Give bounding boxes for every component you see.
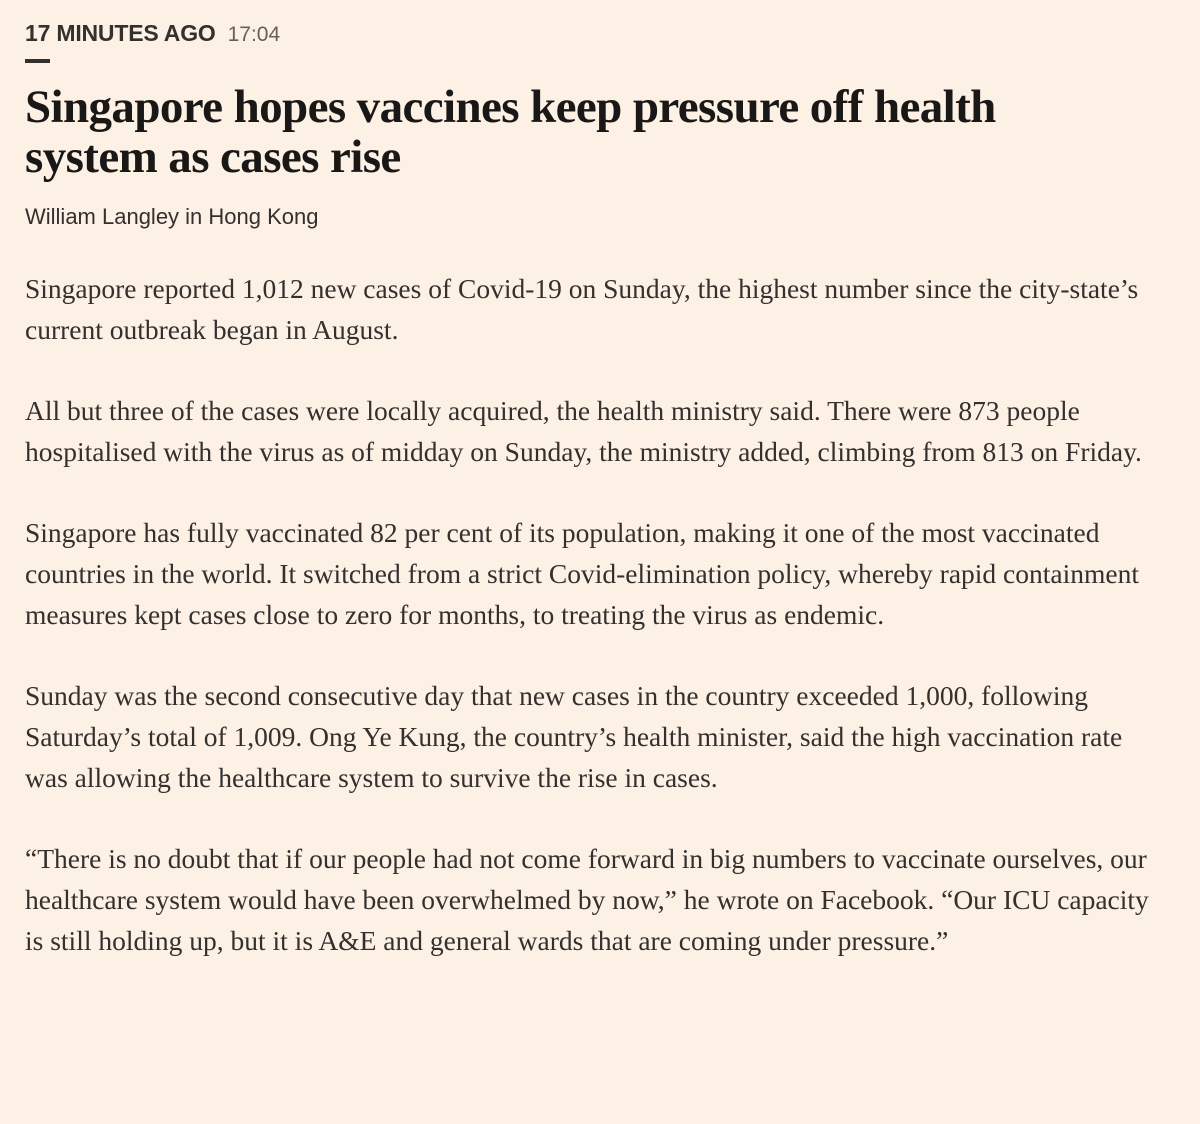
article-meta: 17 MINUTES AGO 17:04: [25, 20, 1160, 48]
paragraph: Singapore reported 1,012 new cases of Co…: [25, 273, 1139, 345]
paragraph: Sunday was the second consecutive day th…: [25, 680, 1123, 793]
article-body: Singapore reported 1,012 new cases of Co…: [25, 268, 1160, 961]
article-byline: William Langley in Hong Kong: [25, 204, 319, 229]
paragraph: Singapore has fully vaccinated 82 per ce…: [25, 517, 1139, 630]
relative-time-label: 17 MINUTES AGO: [25, 20, 216, 46]
timestamp: 17:04: [227, 23, 281, 46]
article-headline: Singapore hopes vaccines keep pressure o…: [25, 81, 996, 183]
paragraph: “There is no doubt that if our people ha…: [25, 843, 1149, 956]
paragraph: All but three of the cases were locally …: [25, 395, 1142, 467]
meta-divider: [25, 59, 50, 63]
